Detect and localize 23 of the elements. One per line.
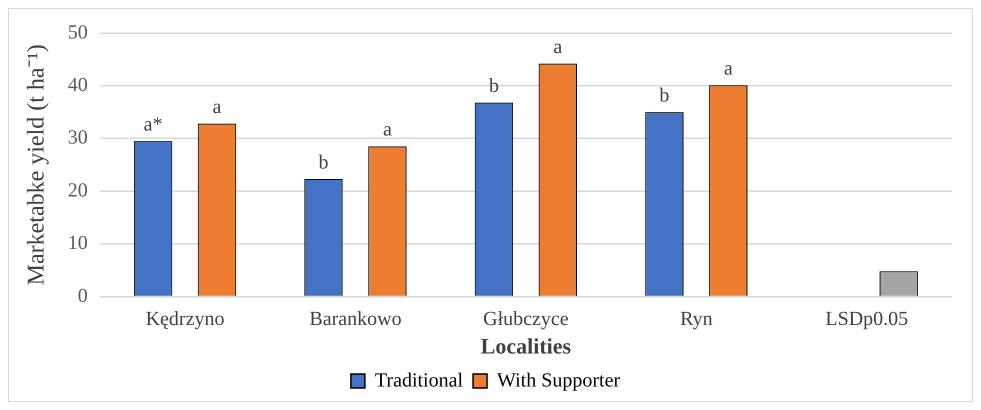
legend-label: With Supporter (497, 369, 620, 392)
data-label: a (382, 118, 392, 141)
x-tick-label: Głubczyce (483, 308, 569, 330)
y-tick-label: 40 (68, 74, 88, 96)
x-tick-label: Ryn (680, 308, 713, 330)
y-tick-label: 30 (68, 126, 88, 149)
x-tick-label: Kędrzyno (146, 308, 224, 330)
data-label: a (724, 57, 733, 80)
data-label: b (318, 151, 329, 174)
data-label: a (212, 96, 222, 118)
data-label: b (659, 84, 670, 106)
y-tick-label: 20 (68, 179, 88, 202)
y-axis-title: Marketabke yield (t ha⁻¹) (24, 44, 50, 286)
x-tick-label: LSDp0.05 (825, 308, 908, 330)
data-label: a (553, 36, 562, 58)
y-tick-label: 0 (78, 284, 88, 307)
legend-label: Traditional (374, 369, 464, 392)
data-label: a* (144, 113, 163, 136)
x-tick-label: Barankowo (309, 308, 402, 330)
y-tick-label: 10 (68, 232, 88, 254)
x-axis-title: Localities (480, 333, 572, 358)
y-tick-label: 50 (68, 21, 88, 44)
data-label: b (488, 74, 499, 97)
